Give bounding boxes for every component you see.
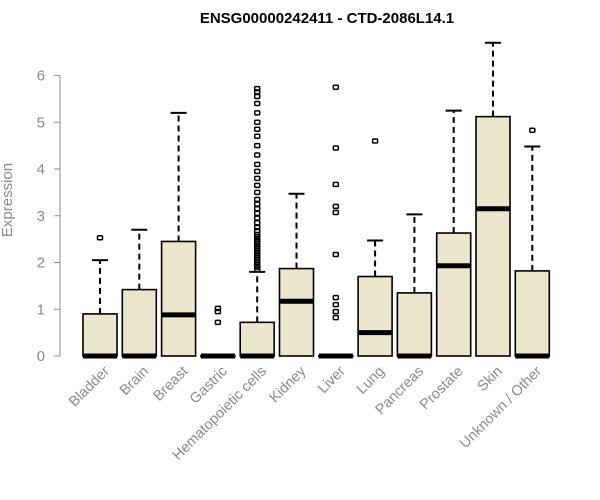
- outlier-point: [332, 301, 340, 308]
- plot-area: [82, 41, 551, 359]
- outlier-point: [332, 294, 340, 301]
- outlier-point: [253, 161, 261, 168]
- outlier-point: [253, 168, 261, 175]
- box-iqr: [357, 275, 393, 357]
- outlier-point: [332, 209, 340, 216]
- outlier-point: [253, 205, 261, 212]
- box-11: [514, 127, 551, 359]
- outlier-point: [253, 119, 261, 125]
- box-3: [200, 305, 236, 359]
- outlier-point: [253, 215, 261, 221]
- outlier-point: [253, 110, 261, 116]
- outlier-point: [332, 84, 340, 90]
- y-tick-label: 3: [37, 208, 45, 225]
- box-4: [239, 85, 275, 359]
- box-iqr: [278, 267, 315, 357]
- outlier-point: [332, 308, 340, 315]
- y-tick-label: 5: [37, 114, 45, 131]
- outlier-point: [253, 224, 261, 231]
- outlier-point: [253, 189, 261, 196]
- outlier-point: [332, 145, 340, 151]
- x-tick-label: Lung: [354, 364, 388, 398]
- box-iqr: [160, 240, 197, 357]
- outlier-point: [253, 85, 261, 92]
- outlier-point: [253, 182, 261, 189]
- box-9: [435, 109, 472, 357]
- outlier-point: [332, 314, 340, 321]
- x-tick-label: Kidney: [267, 363, 310, 406]
- outlier-point: [371, 138, 379, 144]
- box-iqr: [239, 321, 275, 357]
- y-tick-label: 2: [37, 255, 45, 272]
- outlier-point: [253, 100, 261, 107]
- box-iqr: [475, 115, 511, 357]
- y-tick-label: 6: [37, 68, 45, 85]
- x-tick-label: Liver: [315, 363, 349, 397]
- outlier-point: [332, 251, 340, 258]
- box-iqr: [121, 288, 158, 357]
- box-iqr: [435, 232, 472, 357]
- outlier-point: [253, 133, 261, 140]
- x-tick-label: Breast: [150, 364, 191, 405]
- outlier-point: [253, 142, 261, 149]
- x-tick-label: Skin: [475, 364, 506, 395]
- box-2: [160, 111, 197, 357]
- chart-title: ENSG00000242411 - CTD-2086L14.1: [200, 10, 454, 27]
- box-iqr: [82, 313, 118, 357]
- y-tick-label: 1: [37, 301, 45, 318]
- box-6: [317, 84, 354, 359]
- box-10: [475, 41, 511, 357]
- outlier-point: [96, 234, 104, 241]
- outlier-point: [253, 93, 261, 100]
- box-7: [357, 138, 393, 357]
- outlier-point: [253, 175, 261, 182]
- box-iqr: [514, 270, 551, 357]
- x-tick-label: Bladder: [66, 363, 113, 410]
- y-tick-label: 4: [37, 161, 45, 178]
- outlier-point: [332, 203, 340, 210]
- outlier-point: [529, 127, 536, 133]
- outlier-point: [253, 220, 261, 226]
- outlier-point: [214, 305, 222, 312]
- x-tick-label: Brain: [117, 364, 152, 399]
- outlier-point: [253, 201, 261, 207]
- box-8: [396, 213, 433, 359]
- y-tick-label: 0: [37, 348, 45, 365]
- outlier-point: [253, 196, 261, 203]
- outlier-point: [332, 181, 340, 188]
- box-5: [278, 192, 315, 357]
- box-0: [82, 234, 118, 359]
- y-axis: 0 1 2 3 4 5 6: [37, 68, 61, 365]
- x-tick-label: Prostate: [417, 364, 466, 413]
- outlier-point: [253, 152, 261, 158]
- y-axis-label: Expression: [0, 163, 16, 237]
- outlier-point: [214, 319, 222, 326]
- box-1: [121, 228, 158, 359]
- box-iqr: [396, 292, 433, 357]
- outlier-point: [253, 210, 261, 217]
- outlier-point: [253, 126, 261, 133]
